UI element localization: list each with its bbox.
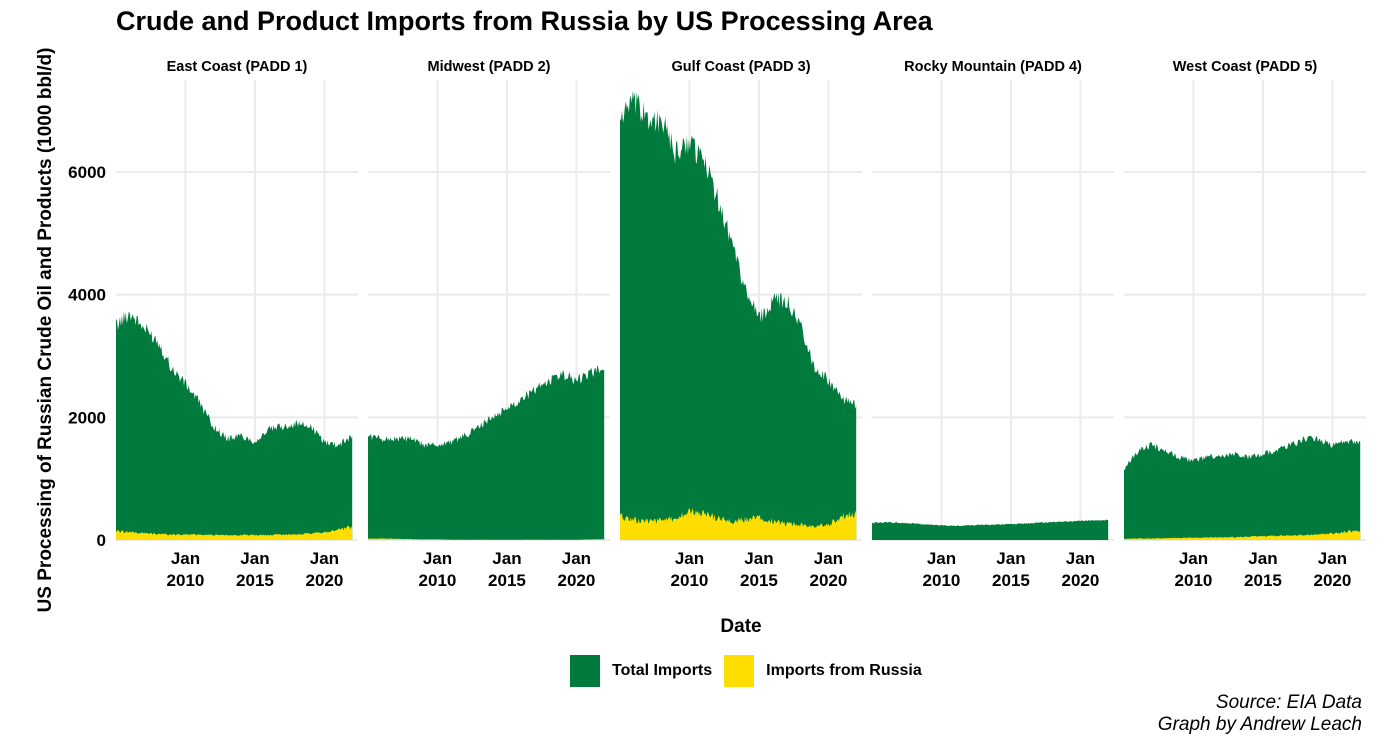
series-area-total bbox=[872, 519, 1109, 540]
x-tick-label: 2015 bbox=[740, 571, 778, 590]
series-area-total bbox=[368, 364, 605, 540]
x-tick-label: 2010 bbox=[167, 571, 205, 590]
x-tick-label: Jan bbox=[240, 549, 269, 568]
caption: Source: EIA Data Graph by Andrew Leach bbox=[1158, 692, 1362, 736]
legend-item-total: Total Imports bbox=[570, 655, 712, 687]
legend-label-russia: Imports from Russia bbox=[766, 662, 922, 679]
panel-strip-label: Gulf Coast (PADD 3) bbox=[671, 59, 810, 75]
x-tick-label: 2010 bbox=[1175, 571, 1213, 590]
x-tick-label: Jan bbox=[675, 549, 704, 568]
series-area-russia bbox=[1124, 529, 1361, 540]
legend: Total Imports Imports from Russia bbox=[570, 655, 934, 687]
x-tick-label: 2020 bbox=[810, 571, 848, 590]
x-tick-label: Jan bbox=[171, 549, 200, 568]
panel-strip-label: East Coast (PADD 1) bbox=[167, 59, 308, 75]
x-tick-label: 2020 bbox=[1314, 571, 1352, 590]
x-tick-label: Jan bbox=[996, 549, 1025, 568]
series-area-total bbox=[116, 311, 353, 540]
x-tick-label: 2010 bbox=[923, 571, 961, 590]
panel-strip-label: Rocky Mountain (PADD 4) bbox=[904, 59, 1082, 75]
x-tick-label: Jan bbox=[927, 549, 956, 568]
x-tick-label: Jan bbox=[744, 549, 773, 568]
x-tick-label: 2015 bbox=[488, 571, 526, 590]
series-area-total bbox=[620, 90, 857, 541]
legend-item-russia: Imports from Russia bbox=[724, 655, 922, 687]
x-tick-label: 2015 bbox=[1244, 571, 1282, 590]
panel-strip-label: Midwest (PADD 2) bbox=[428, 59, 551, 75]
x-tick-label: 2020 bbox=[306, 571, 344, 590]
series-area-russia bbox=[620, 507, 857, 540]
series-area-total bbox=[1124, 435, 1361, 540]
x-tick-label: Jan bbox=[562, 549, 591, 568]
y-tick-label: 2000 bbox=[68, 408, 106, 427]
caption-author: Graph by Andrew Leach bbox=[1157, 714, 1362, 735]
y-tick-label: 4000 bbox=[68, 286, 106, 305]
x-tick-label: Jan bbox=[1179, 549, 1208, 568]
x-tick-label: Jan bbox=[310, 549, 339, 568]
caption-source: Source: EIA Data bbox=[1215, 692, 1362, 713]
x-tick-label: Jan bbox=[492, 549, 521, 568]
x-tick-label: Jan bbox=[423, 549, 452, 568]
chart-title: Crude and Product Imports from Russia by… bbox=[116, 6, 933, 36]
series-area-russia bbox=[368, 538, 605, 540]
x-tick-label: 2010 bbox=[671, 571, 709, 590]
x-tick-label: 2015 bbox=[992, 571, 1030, 590]
x-tick-label: 2010 bbox=[419, 571, 457, 590]
x-axis-title: Date bbox=[720, 616, 761, 637]
x-tick-label: Jan bbox=[1066, 549, 1095, 568]
legend-key-russia bbox=[724, 655, 755, 687]
x-tick-label: 2015 bbox=[236, 571, 274, 590]
x-tick-label: Jan bbox=[814, 549, 843, 568]
x-tick-label: Jan bbox=[1318, 549, 1347, 568]
legend-label-total: Total Imports bbox=[612, 662, 713, 679]
y-tick-label: 6000 bbox=[68, 163, 106, 182]
x-tick-label: 2020 bbox=[558, 571, 596, 590]
legend-key-total bbox=[570, 655, 600, 687]
series-area-russia bbox=[116, 525, 353, 540]
x-tick-label: 2020 bbox=[1062, 571, 1100, 590]
y-tick-label: 0 bbox=[97, 531, 106, 550]
x-tick-label: Jan bbox=[1248, 549, 1277, 568]
panel-strip-label: West Coast (PADD 5) bbox=[1173, 59, 1318, 75]
